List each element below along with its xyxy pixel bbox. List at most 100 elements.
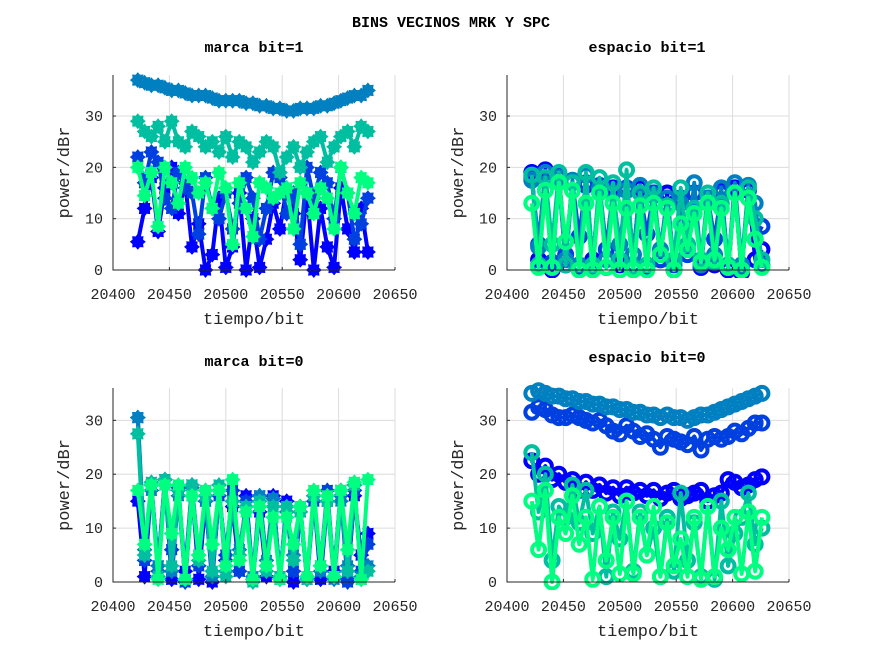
data-point: [136, 536, 153, 553]
data-point: [353, 215, 370, 232]
x-tick-label: 20400: [90, 287, 135, 304]
data-point: [326, 138, 343, 155]
data-point: [211, 144, 227, 160]
data-point: [319, 487, 336, 504]
y-tick-label: 30: [85, 413, 103, 430]
data-point: [211, 164, 227, 181]
data-point: [326, 220, 343, 237]
data-point: [332, 482, 349, 499]
data-point: [712, 492, 730, 510]
data-point: [292, 174, 309, 191]
data-point: [685, 508, 703, 526]
data-point: [136, 568, 153, 585]
data-point: [536, 481, 554, 499]
data-point: [339, 123, 356, 140]
data-point: [278, 509, 295, 526]
data-point: [319, 154, 336, 171]
x-tick-label: 20500: [597, 287, 642, 304]
subplot-title: marca bit=1: [204, 40, 303, 57]
y-tick-label: 0: [94, 263, 103, 280]
x-tick-label: 20600: [316, 599, 361, 616]
x-tick-label: 20450: [541, 599, 586, 616]
data-point: [645, 179, 663, 197]
subplot-title: espacio bit=0: [588, 350, 705, 367]
y-tick-label: 20: [479, 160, 497, 177]
data-point: [706, 251, 724, 269]
data-point: [739, 484, 757, 502]
data-point: [150, 118, 167, 135]
data-point: [577, 194, 595, 212]
subplot-espacio-bit-0: 20400 20450 20500 20550 20600 20650 0 10 20 30 esp…: [450, 350, 812, 642]
data-point: [204, 563, 221, 580]
x-tick-label: 20600: [710, 599, 755, 616]
data-point: [292, 236, 309, 253]
data-point: [163, 525, 180, 542]
data-point: [523, 194, 541, 212]
data-point: [136, 547, 153, 564]
data-point: [319, 190, 336, 207]
data-point: [590, 184, 608, 202]
data-point: [339, 541, 356, 558]
x-tick-label: 20400: [90, 599, 135, 616]
y-axis-label: power/dBr: [450, 439, 469, 531]
data-point: [638, 225, 656, 243]
data-point: [292, 498, 309, 515]
data-point: [217, 568, 234, 585]
x-tick-label: 20550: [654, 287, 699, 304]
data-point: [359, 190, 376, 207]
data-point: [651, 246, 669, 264]
data-point: [271, 164, 288, 181]
subplot-marca-bit-1: 20400 20450 20500 20550 20600 20650 0 10 20 30 mar…: [56, 40, 418, 330]
x-tick-label: 20650: [766, 599, 811, 616]
x-axis-label: tiempo/bit: [597, 623, 699, 642]
data-point: [685, 205, 703, 223]
y-tick-label: 10: [85, 212, 103, 229]
data-point: [550, 508, 568, 526]
figure-title: BINS VECINOS MRK Y SPC: [352, 15, 550, 32]
data-point: [197, 482, 214, 499]
data-point: [753, 258, 771, 276]
data-point: [143, 164, 160, 181]
data-point: [184, 238, 200, 255]
data-point: [231, 174, 248, 191]
data-point: [346, 244, 363, 260]
data-point: [712, 519, 730, 537]
data-point: [184, 477, 200, 493]
series-group: [523, 382, 771, 590]
data-point: [359, 244, 376, 260]
x-tick-label: 20650: [372, 599, 417, 616]
data-point: [285, 563, 302, 580]
data-point: [590, 498, 608, 516]
data-point: [604, 508, 622, 526]
x-tick-label: 20550: [260, 287, 305, 304]
data-point: [319, 238, 336, 255]
data-point: [265, 138, 282, 155]
data-point: [211, 210, 227, 227]
data-point: [231, 563, 248, 580]
data-point: [618, 161, 636, 179]
data-point: [577, 164, 595, 181]
data-point: [557, 233, 575, 251]
y-tick-label: 10: [479, 521, 497, 538]
data-point: [739, 189, 757, 207]
data-point: [746, 562, 764, 580]
data-point: [563, 487, 581, 505]
data-point: [136, 187, 153, 204]
data-point: [726, 508, 744, 526]
data-point: [638, 546, 656, 564]
y-tick-label: 0: [488, 263, 497, 280]
data-point: [359, 471, 376, 488]
data-point: [129, 159, 146, 176]
data-point: [258, 200, 275, 217]
data-point: [299, 144, 315, 160]
data-point: [312, 164, 329, 181]
data-point: [271, 220, 288, 237]
data-point: [129, 482, 146, 499]
data-point: [278, 498, 295, 515]
data-point: [251, 144, 268, 160]
data-point: [163, 557, 180, 574]
data-point: [190, 185, 207, 201]
data-point: [672, 179, 690, 197]
data-point: [611, 530, 629, 548]
